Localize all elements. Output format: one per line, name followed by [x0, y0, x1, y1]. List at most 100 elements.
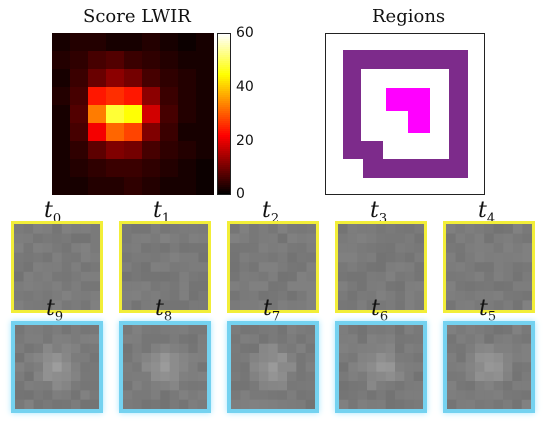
thumb-pixel — [503, 390, 513, 401]
thumb-pixel — [230, 300, 241, 310]
thumb-pixel — [197, 353, 207, 363]
thumb-pixel — [287, 390, 297, 401]
thumb-pixel — [179, 224, 190, 235]
thumb-pixel — [455, 252, 466, 263]
thumb-pixel — [347, 290, 358, 301]
thumb-pixel — [71, 262, 82, 273]
thumb-pixel — [522, 233, 532, 244]
thumb-pixel — [474, 281, 485, 292]
colorbar-segment — [217, 155, 231, 158]
thumb-pixel — [123, 334, 133, 345]
thumb-pixel — [90, 262, 100, 273]
thumb-pixel — [512, 262, 523, 273]
thumb-pixel — [33, 334, 44, 345]
thumb-pixel — [446, 262, 457, 273]
heatmap-cell — [196, 105, 214, 124]
thumb-pixel — [15, 381, 25, 391]
heatmap-cell — [106, 33, 125, 52]
colorbar-segment — [217, 47, 231, 50]
thumb-pixel — [296, 224, 307, 235]
thumb-pixel — [339, 334, 349, 345]
colorbar-segment — [217, 59, 231, 62]
colorbar-segment — [217, 191, 231, 194]
thumb-pixel — [131, 271, 142, 282]
heatmap-cell — [196, 123, 214, 142]
thumb-pixel — [239, 281, 250, 292]
thumb-pixel — [348, 362, 359, 373]
frame-thumb-t0 — [11, 221, 103, 313]
thumb-pixel — [80, 224, 91, 235]
thumb-pixel — [80, 290, 91, 301]
thumb-pixel — [197, 334, 207, 345]
thumb-pixel — [347, 233, 358, 244]
thumb-pixel — [43, 353, 53, 363]
thumb-pixel — [277, 381, 288, 391]
thumb-pixel — [258, 224, 269, 235]
colorbar-segment — [217, 179, 231, 182]
thumb-pixel — [150, 271, 161, 282]
thumb-pixel — [404, 390, 415, 401]
thumb-pixel — [521, 390, 531, 401]
thumb-pixel — [151, 362, 161, 373]
thumb-pixel — [446, 224, 457, 235]
thumb-pixel — [376, 399, 387, 409]
heatmap-cell — [52, 159, 71, 178]
thumb-pixel — [357, 343, 368, 354]
thumb-pixel — [160, 325, 171, 335]
thumb-pixel — [268, 252, 279, 263]
thumb-pixel — [239, 262, 250, 273]
thumb-pixel — [306, 224, 316, 235]
thumb-pixel — [503, 381, 513, 391]
heatmap-cell — [142, 69, 161, 88]
thumb-pixel — [90, 224, 100, 235]
colorbar-tick-60: 60 — [236, 25, 254, 41]
thumb-pixel — [61, 362, 72, 373]
thumb-pixel — [338, 243, 349, 254]
thumb-pixel — [395, 362, 405, 373]
colorbar-tick-20: 20 — [236, 133, 254, 149]
thumb-pixel — [512, 362, 523, 373]
frame-thumb-t9 — [11, 321, 103, 413]
colorbar-segment — [217, 173, 231, 176]
heatmap-cell — [196, 141, 214, 160]
thumb-pixel — [198, 290, 208, 301]
thumb-pixel — [24, 325, 35, 335]
thumb-pixel — [484, 243, 495, 254]
thumb-pixel — [52, 325, 63, 335]
thumb-pixel — [395, 381, 405, 391]
thumb-pixel — [339, 343, 349, 354]
colorbar-segment — [217, 163, 231, 166]
thumb-pixel — [259, 362, 269, 373]
thumb-pixel — [259, 353, 269, 363]
thumb-pixel — [404, 362, 415, 373]
thumb-pixel — [188, 353, 199, 363]
thumb-pixel — [348, 371, 359, 382]
thumb-pixel — [268, 353, 279, 363]
thumb-pixel — [493, 362, 504, 373]
thumb-pixel — [475, 362, 485, 373]
colorbar-segment — [217, 159, 231, 162]
thumb-pixel — [296, 262, 307, 273]
thumb-pixel — [338, 224, 349, 235]
thumb-pixel — [512, 343, 523, 354]
thumb-pixel — [465, 271, 476, 282]
thumb-pixel — [141, 281, 152, 292]
thumb-pixel — [249, 300, 260, 310]
heatmap-cell — [178, 177, 197, 195]
heatmap-cell — [196, 33, 214, 52]
thumb-pixel — [249, 252, 260, 263]
thumb-pixel — [132, 343, 143, 354]
thumb-pixel — [348, 390, 359, 401]
colorbar-segment — [217, 169, 231, 172]
colorbar-segment — [217, 119, 231, 122]
thumb-pixel — [484, 334, 495, 345]
thumb-pixel — [376, 224, 387, 235]
colorbar-segment — [217, 149, 231, 152]
thumb-pixel — [61, 381, 72, 391]
thumb-pixel — [522, 290, 532, 301]
thumb-pixel — [61, 300, 72, 310]
thumb-pixel — [71, 371, 81, 382]
thumb-pixel — [188, 371, 199, 382]
thumb-pixel — [80, 362, 91, 373]
thumb-pixel — [306, 281, 316, 292]
